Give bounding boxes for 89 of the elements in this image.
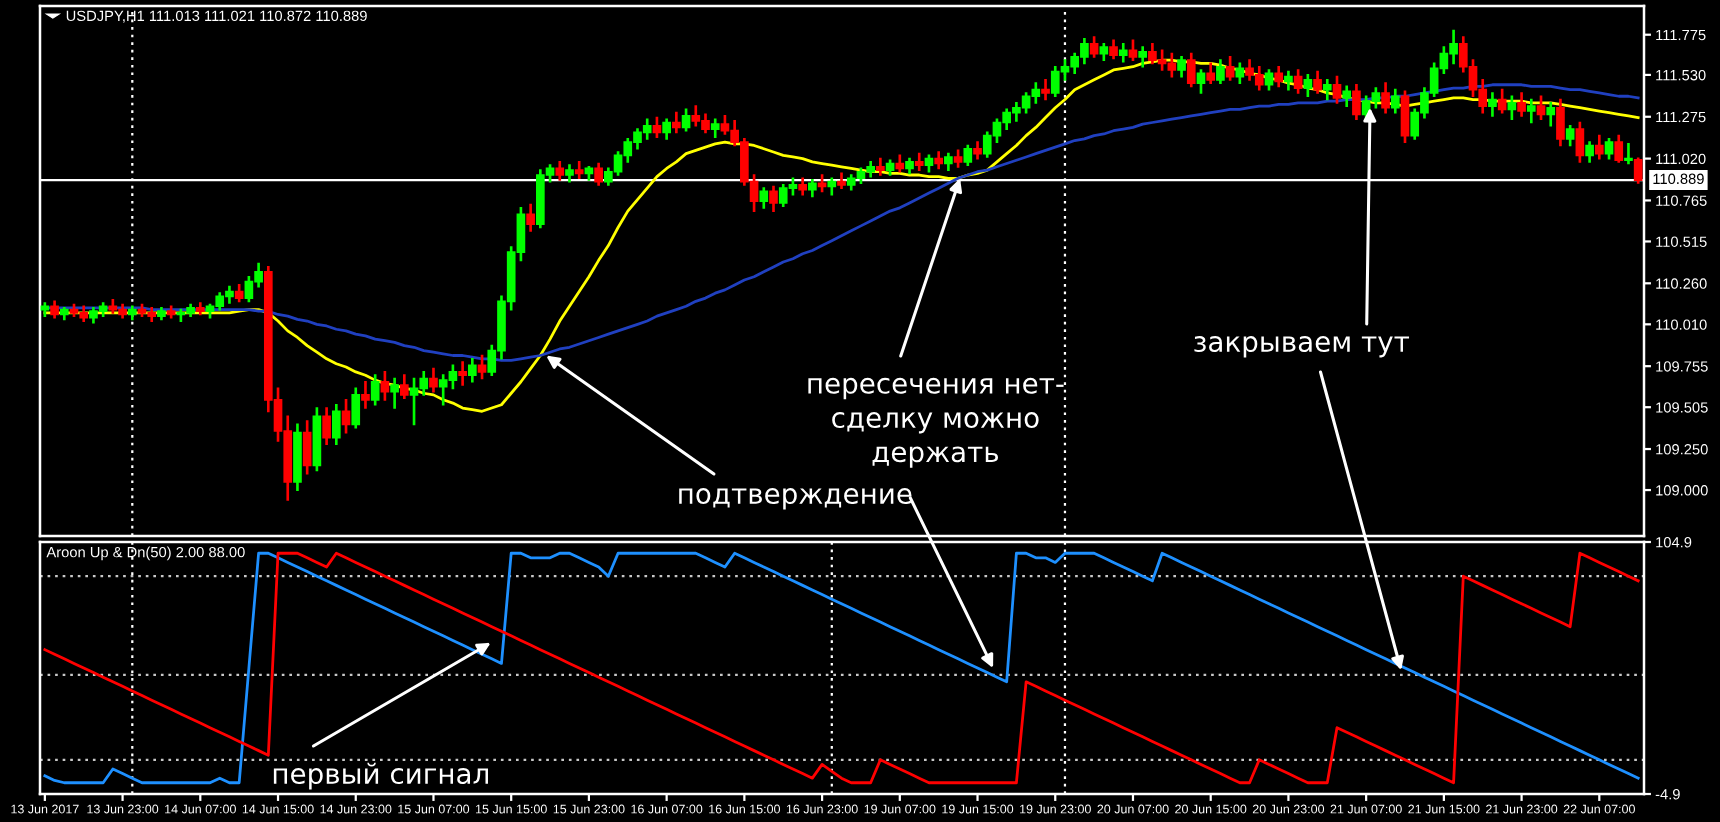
candlestick [1118,42,1128,63]
candlestick [1099,42,1109,61]
candlestick [1274,65,1284,88]
candlestick [565,164,574,183]
candlestick [1186,52,1196,88]
candlestick [351,387,361,429]
candlestick [574,161,584,180]
candlestick [467,357,477,383]
candlestick [895,154,905,173]
candlestick [1594,134,1604,160]
candlestick [1575,121,1585,163]
candlestick [40,302,50,317]
candlestick [759,187,769,209]
line-series [43,83,1640,362]
candlestick [934,151,943,170]
candlestick [1488,92,1497,117]
candlestick [361,380,370,409]
candlestick [1196,69,1206,94]
candlestick [594,162,603,186]
candlestick [399,374,409,400]
candlestick [1303,74,1313,98]
candlestick [1206,62,1216,84]
candlestick [681,108,691,132]
candlestick [1381,82,1390,114]
candlestick [195,302,205,316]
candlestick [1517,92,1526,117]
candlestick [1614,134,1624,163]
candlestick [769,185,778,212]
candlestick [914,152,924,171]
candlestick [458,361,467,386]
candlestick [1352,83,1361,121]
candlestick [1109,39,1118,60]
candlestick [370,374,380,406]
candlestick [1332,75,1342,104]
candlestick [924,154,934,173]
candlestick [837,172,846,189]
candlestick [1604,138,1614,160]
candlestick [1041,79,1050,101]
candlestick [1264,69,1274,91]
candlestick [827,177,837,196]
candlestick [1216,59,1225,84]
candlestick [1556,98,1565,147]
candlestick [1585,141,1594,163]
candlestick [312,407,322,472]
candlestick [1293,69,1303,94]
candlestick [1565,124,1575,147]
candlestick [963,144,973,166]
candlestick [1138,46,1148,68]
candlestick [526,203,535,232]
annotation: закрываем тут [1194,336,1410,358]
candlestick [390,377,399,409]
candlestick [322,407,331,445]
candlestick [157,307,166,321]
candlestick [1342,85,1352,107]
candlestick [429,367,438,393]
annotation: подтверждение [679,488,912,510]
candlestick [1526,98,1536,124]
candlestick [1624,142,1633,165]
candlestick [1400,90,1410,144]
candlestick [59,307,69,321]
candlestick [1128,39,1138,61]
candlestick [672,111,681,134]
candlestick [973,141,982,160]
annotation: первый сигнал [273,762,488,790]
candlestick [1390,88,1400,114]
candlestick [662,118,671,140]
candlestick [953,149,963,168]
candlestick [1322,79,1332,101]
candlestick [331,403,341,445]
candlestick [808,179,817,198]
candlestick [555,161,565,181]
candlestick [1284,70,1293,91]
candlestick [50,300,59,319]
candlestick [1536,95,1546,121]
candlestick [166,305,176,319]
candlestick [1177,56,1186,78]
candlestick [1313,70,1322,94]
candlestick [302,420,312,475]
candlestick [885,159,895,176]
candlestick [798,177,807,196]
annotation: пересечения нет- сделку можно держать [808,377,1064,468]
candlestick [876,157,885,176]
candlestick [1633,157,1643,184]
candlestick [293,423,302,491]
candlestick [710,118,720,139]
candlestick [944,152,953,171]
line-series [43,58,1640,413]
candlestick [1546,101,1556,127]
candlestick [905,157,914,175]
